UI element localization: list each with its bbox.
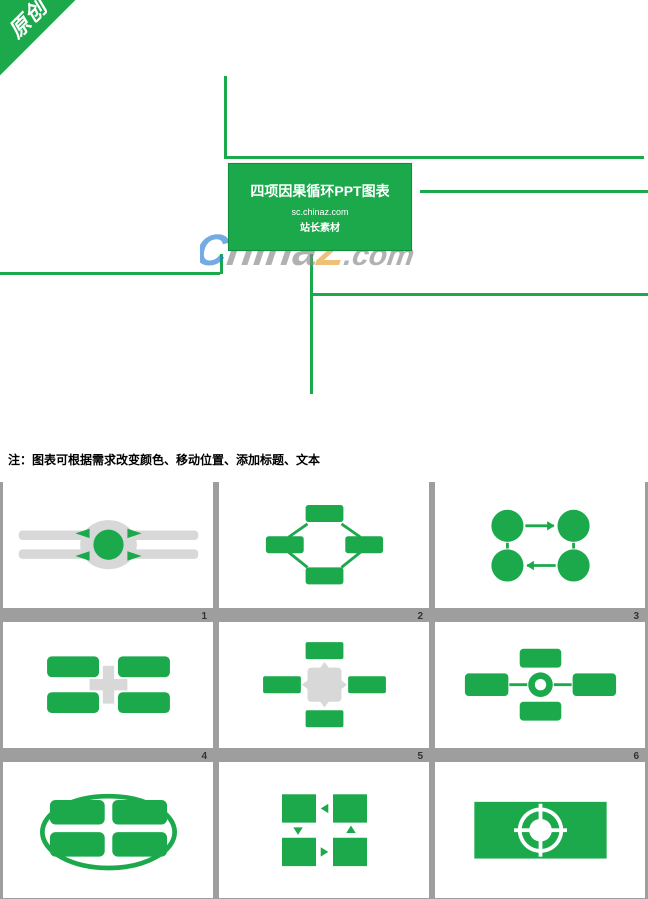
- deco-line: [420, 190, 648, 193]
- deco-line: [224, 76, 227, 156]
- hero-slide: 四项因果循环PPT图表 sc.chinaz.com 站长素材 ChinaZ.co…: [0, 0, 648, 438]
- thumb-number: 3: [633, 611, 639, 622]
- thumb-5[interactable]: 5: [219, 622, 429, 748]
- deco-line: [310, 293, 648, 296]
- thumb-1[interactable]: 1: [3, 482, 213, 608]
- deco-line: [0, 272, 220, 275]
- thumb-2[interactable]: 2: [219, 482, 429, 608]
- hero-subtitle1: sc.chinaz.com: [291, 207, 348, 217]
- thumb-number: 5: [417, 751, 423, 762]
- thumb-number: 2: [417, 611, 423, 622]
- deco-line: [310, 254, 313, 394]
- thumbnails-grid: 1 2 3: [0, 482, 648, 899]
- thumb-3[interactable]: 3: [435, 482, 645, 608]
- note-text: 注：图表可根据需求改变颜色、移动位置、添加标题、文本: [8, 451, 320, 468]
- thumb-number: 4: [201, 751, 207, 762]
- thumb-number: 6: [633, 751, 639, 762]
- thumb-4[interactable]: 4: [3, 622, 213, 748]
- thumb-number: 1: [201, 611, 207, 622]
- deco-line: [220, 254, 223, 274]
- thumb-6[interactable]: 6: [435, 622, 645, 748]
- thumb-7[interactable]: [3, 762, 213, 898]
- hero-subtitle2: 站长素材: [300, 219, 340, 234]
- title-card: 四项因果循环PPT图表 sc.chinaz.com 站长素材: [228, 163, 412, 251]
- thumb-9[interactable]: [435, 762, 645, 898]
- deco-line: [224, 156, 644, 159]
- note-bar: 注：图表可根据需求改变颜色、移动位置、添加标题、文本: [0, 446, 648, 472]
- hero-title: 四项因果循环PPT图表: [250, 181, 389, 201]
- thumb-8[interactable]: [219, 762, 429, 898]
